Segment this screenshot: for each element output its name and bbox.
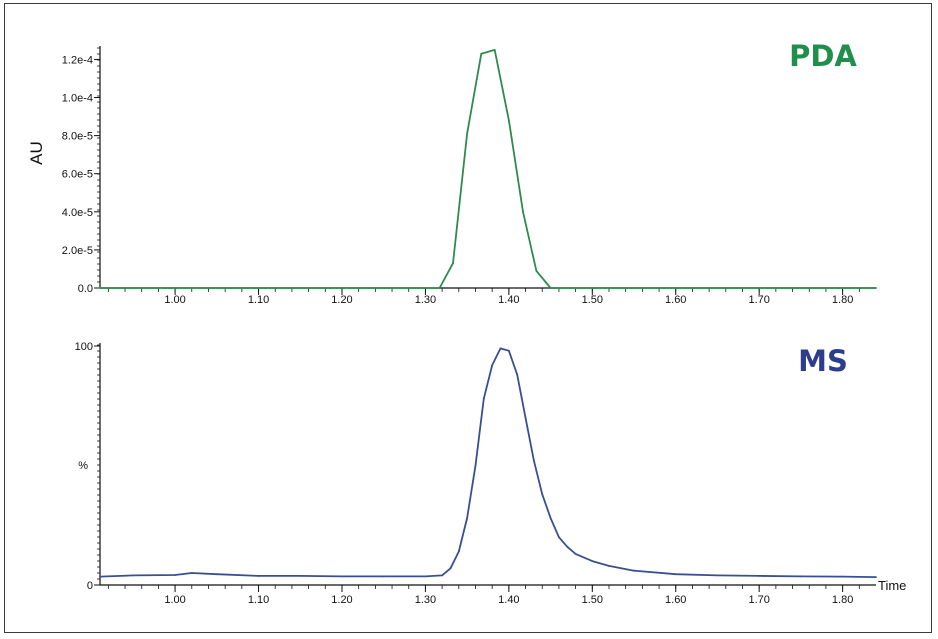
ms-data-point [758,575,761,577]
ms-y-tick-label: 100 [75,341,93,353]
pda-data-point [522,210,524,213]
ms-data-point [190,572,193,574]
pda-x-tick-label: 1.70 [748,294,769,306]
ms-data-point [457,550,460,553]
pda-y-tick-label: 0.0 [78,283,93,295]
pda-data-point [535,270,538,272]
ms-x-tick-label: 1.30 [415,594,436,606]
ms-data-point [608,565,610,567]
ms-data-point [491,364,494,366]
pda-x-tick-label: 1.30 [415,294,436,306]
pda-y-tick-label: 2.0e-5 [62,245,93,257]
ms-trace [99,347,877,578]
chart-frame [4,3,932,633]
ms-data-point [633,569,635,572]
ms-data-point [524,416,527,419]
pda-data-point [493,49,496,51]
ms-y-axis-title: % [78,460,88,472]
pda-y-tick-label: 1.0e-4 [62,93,93,105]
ms-data-point [257,575,260,577]
pda-y-tick-label: 6.0e-5 [62,169,93,181]
ms-data-point [508,349,510,352]
ms-data-point [132,574,135,577]
ms-data-point [533,459,535,462]
pda-x-tick-label: 1.10 [248,294,269,306]
ms-x-tick-label: 1.10 [248,594,269,606]
ms-x-tick-label: 1.20 [331,594,352,606]
ms-x-tick-label: 1.70 [748,594,769,606]
pda-trace [99,49,877,289]
pda-data-point [480,52,483,55]
pda-data-point [99,287,101,289]
pda-x-tick-label: 1.60 [665,294,686,306]
ms-data-point [299,575,302,577]
ms-x-tick-label: 1.80 [832,594,853,606]
ms-data-point [174,574,177,576]
ms-data-point [674,573,677,576]
ms-data-point [382,575,385,578]
ms-data-point [482,397,485,400]
ms-x-tick-label: 1.00 [164,594,185,606]
pda-x-tick-label: 1.40 [498,294,519,306]
ms-x-tick-label: 1.50 [582,594,603,606]
ms-data-point [541,493,544,496]
ms-y-tick-label: 0 [87,580,93,592]
pda-x-axis: 1.00 1.10 1.20 1.30 1.40 1.50 1.60 1.70 1.80 [100,287,876,306]
ms-data-point [574,553,577,555]
ms-data-point [549,517,552,519]
pda-data-point [452,262,454,265]
ms-data-point [499,347,502,350]
pda-x-tick-label: 1.80 [832,294,853,306]
ms-data-point [566,545,569,548]
ms-x-tick-label: 1.60 [665,594,686,606]
ms-data-point [424,575,427,578]
ms-x-tick-label: 1.40 [498,594,519,606]
ms-data-point [841,575,844,578]
pda-data-point [549,287,552,289]
ms-x-axis: 1.00 1.10 1.20 1.30 1.40 1.50 1.60 1.70 1.80 [100,584,876,606]
pda-data-point [508,119,510,122]
ms-data-point [341,575,343,578]
ms-data-point [716,574,719,577]
ms-data-point [800,575,802,578]
ms-data-point [466,517,468,519]
ms-y-axis: 0 100 [75,341,101,592]
ms-x-axis-title: Time [878,578,906,593]
pda-x-tick-label: 1.20 [331,294,352,306]
pda-x-tick-label: 1.00 [164,294,185,306]
pda-y-tick-label: 1.2e-4 [62,54,93,66]
pda-y-tick-label: 4.0e-5 [62,207,93,219]
ms-series-line [99,347,877,578]
pda-panel: 0.02.0e-54.0e-56.0e-58.0e-51.0e-41.2e-4 … [27,39,877,306]
ms-panel-label: MS [798,344,848,378]
ms-data-point [99,575,101,578]
ms-data-point [474,464,477,467]
pda-y-axis: 0.0 2.0e-5 4.0e-5 6.0e-5 8.0e-5 1.0e-4 1.2e-4 [62,46,101,295]
pda-x-tick-label: 1.50 [582,294,603,306]
ms-data-point [591,560,594,562]
pda-data-point [466,132,468,135]
pda-data-point [438,287,441,289]
ms-data-point [449,567,452,570]
pda-y-axis-title: AU [27,141,46,165]
ms-panel: 0 100 1.00 1.10 1.20 1.30 1.40 1.50 1.60 1.70 1.8… [75,341,907,606]
ms-data-point [875,576,877,578]
pda-series-line [100,49,876,289]
ms-data-point [516,373,519,376]
pda-y-tick-label: 8.0e-5 [62,131,93,143]
pda-data-point [875,287,877,289]
pda-panel-label: PDA [789,39,857,73]
ms-data-point [441,574,443,577]
ms-data-point [558,536,560,539]
ms-data-point [215,573,218,576]
